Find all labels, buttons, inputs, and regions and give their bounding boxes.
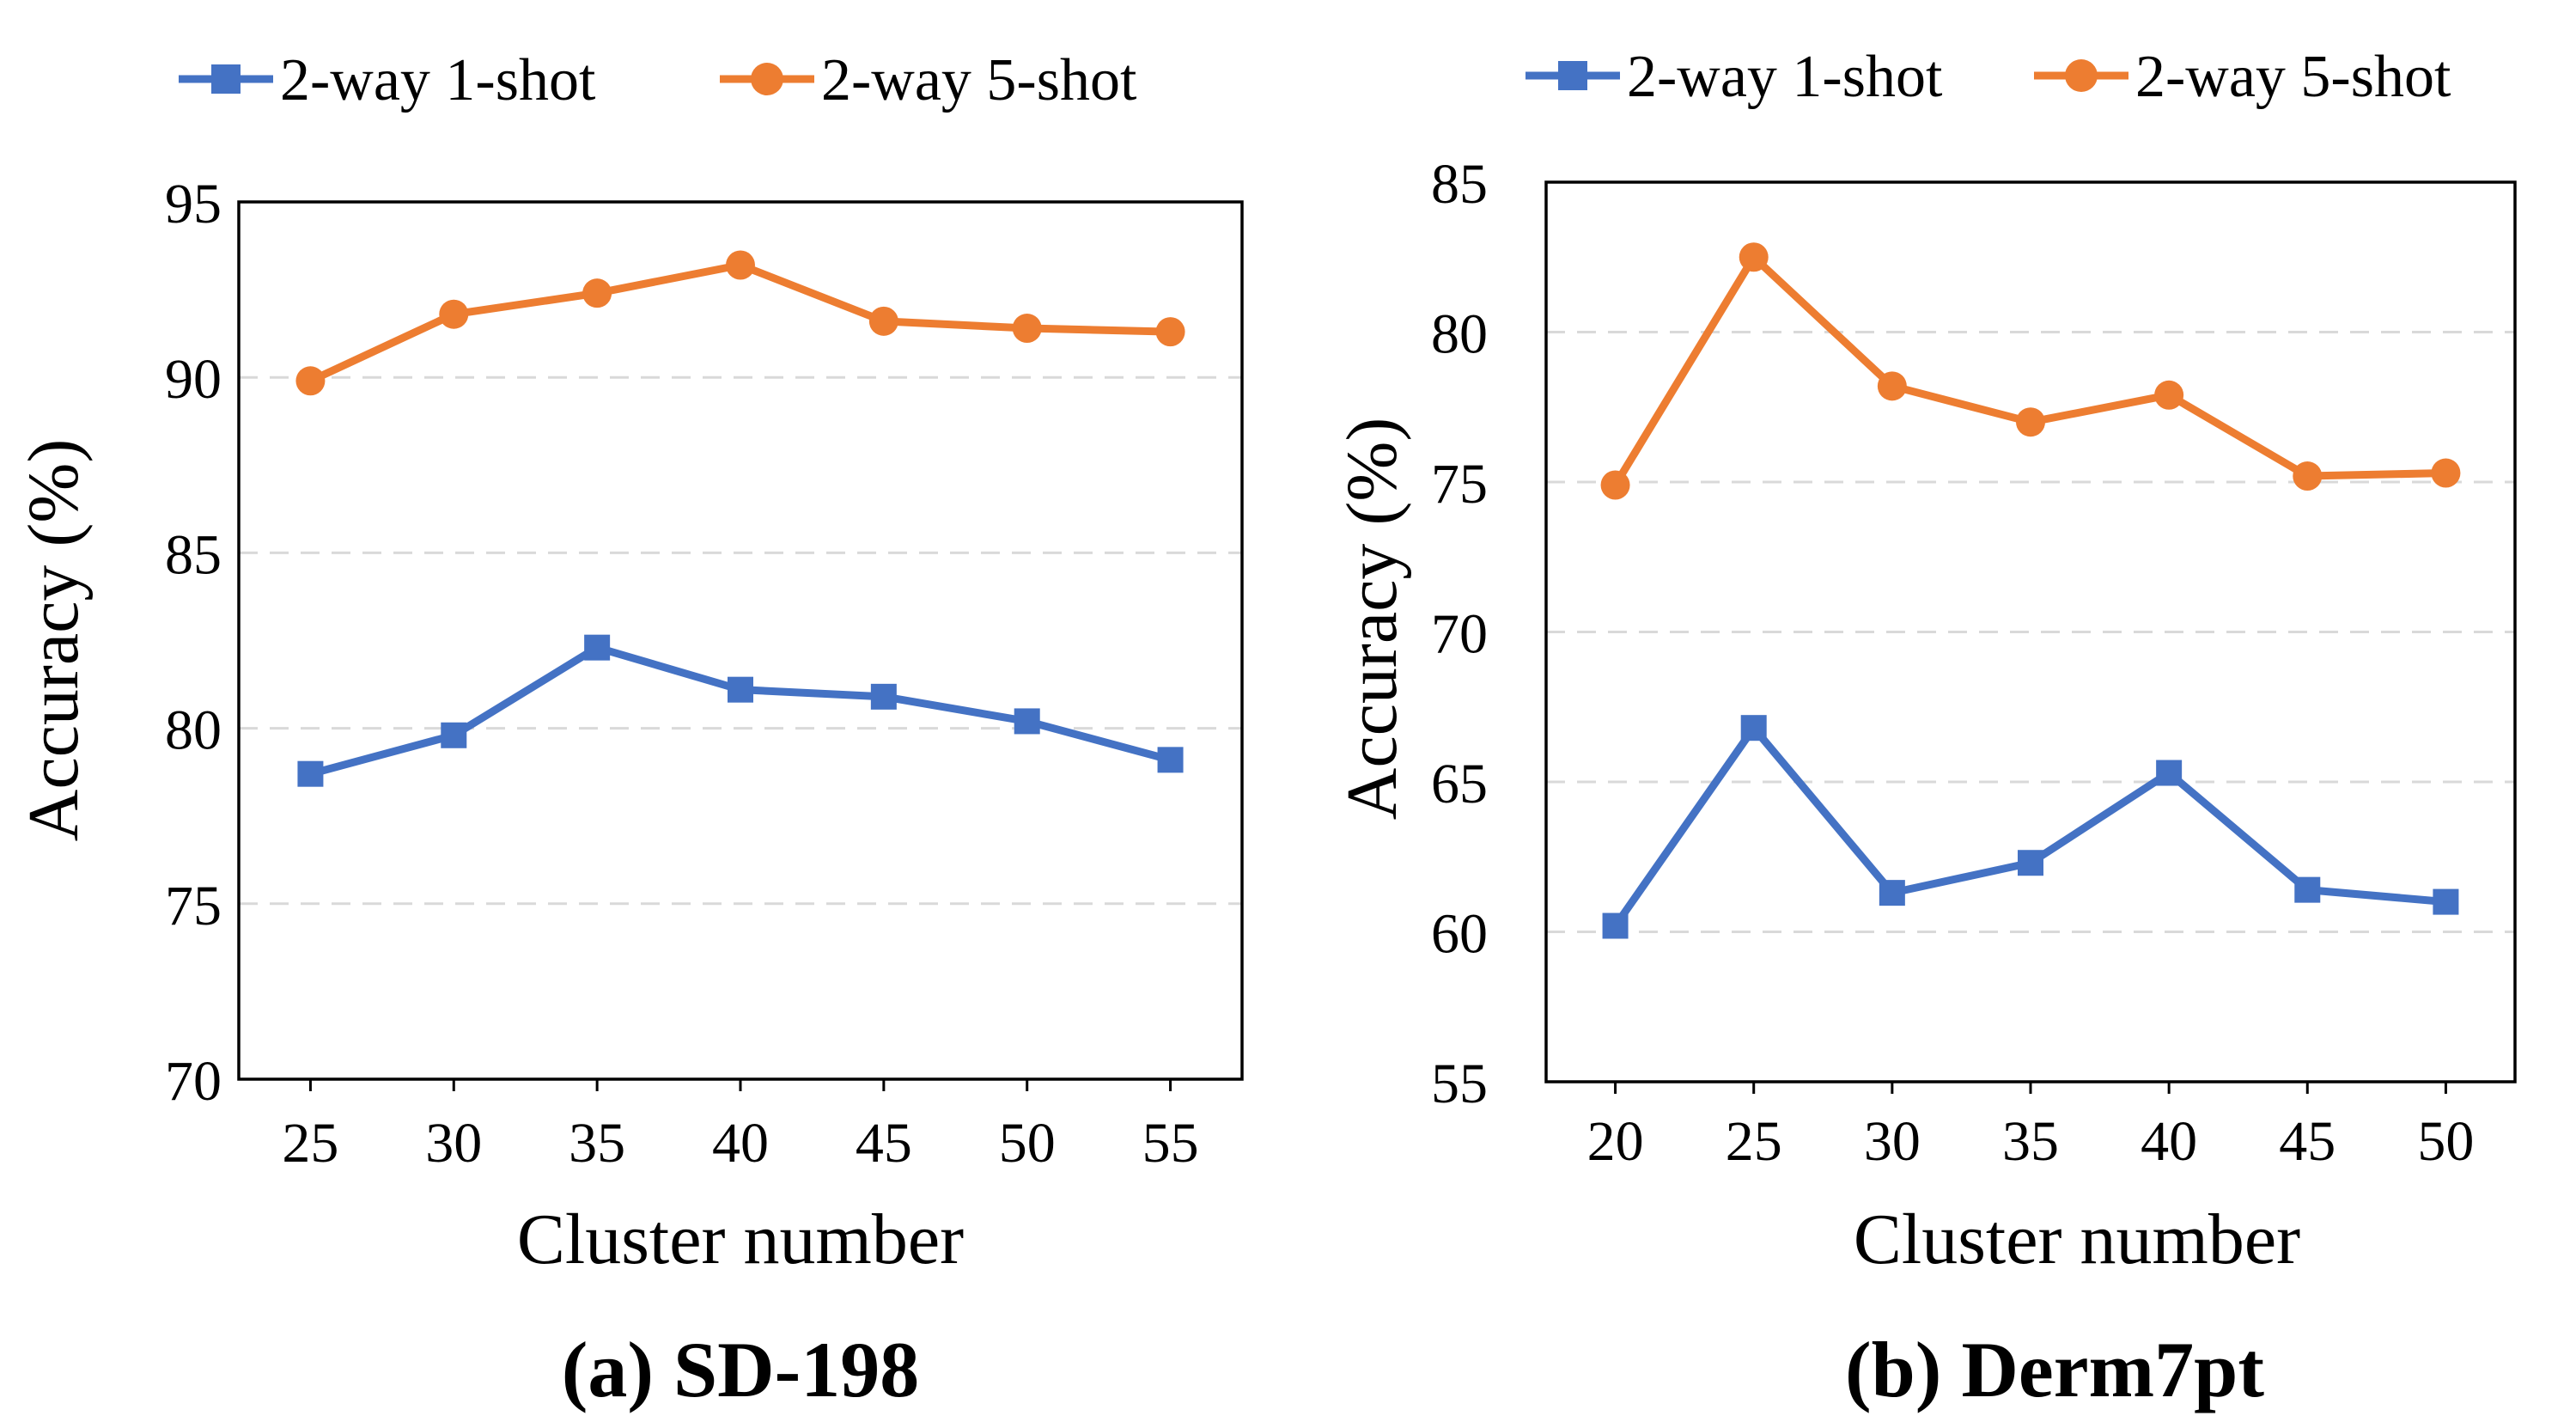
- y-tick-label: 85: [1431, 153, 1488, 216]
- data-point-2-way-5-shot: [2293, 461, 2323, 491]
- y-ticks: 55 60 65 70 75 80 85: [1431, 153, 1488, 1115]
- y-tick-label: 90: [165, 348, 222, 411]
- data-point-2-way-1-shot: [297, 760, 324, 787]
- x-tick-label: 25: [1726, 1110, 1782, 1173]
- data-point-2-way-5-shot: [1600, 470, 1630, 500]
- y-tick-label: 60: [1431, 903, 1488, 966]
- data-point-2-way-1-shot: [2018, 850, 2043, 876]
- legend-marker-1shot: [211, 64, 241, 94]
- legend-label-5shot: 2-way 5-shot: [821, 47, 1137, 113]
- data-point-2-way-5-shot: [2431, 458, 2461, 488]
- x-tick-label: 40: [712, 1112, 769, 1175]
- data-point-2-way-5-shot: [1877, 371, 1907, 401]
- legend-sd-198: 2-way 1-shot 2-way 5-shot: [179, 47, 1137, 113]
- x-axis-label: Cluster number: [517, 1199, 964, 1279]
- data-point-2-way-1-shot: [1014, 708, 1040, 735]
- data-point-2-way-5-shot: [2016, 407, 2045, 437]
- x-tick-label: 45: [856, 1112, 912, 1175]
- x-tick-label: 50: [2417, 1110, 2474, 1173]
- y-tick-label: 70: [1431, 603, 1488, 666]
- legend-label-1shot: 2-way 1-shot: [280, 47, 596, 113]
- x-tick-label: 45: [2279, 1110, 2335, 1173]
- chart-sd-198: 2-way 1-shot 2-way 5-shot 70 75 80 85 90 95 2…: [14, 47, 1244, 1413]
- data-point-2-way-1-shot: [1602, 912, 1629, 939]
- legend-derm7pt: 2-way 1-shot 2-way 5-shot: [1526, 44, 2451, 110]
- x-tick-label: 55: [1142, 1112, 1199, 1175]
- gridlines: [1546, 331, 2515, 933]
- data-point-2-way-1-shot: [2294, 876, 2321, 903]
- caption-a: (a) SD-198: [562, 1326, 920, 1413]
- data-point-2-way-5-shot: [1739, 242, 1769, 272]
- data-point-2-way-1-shot: [441, 722, 467, 748]
- data-point-2-way-1-shot: [728, 676, 753, 703]
- data-point-2-way-1-shot: [870, 683, 897, 710]
- data-point-2-way-1-shot: [2156, 760, 2183, 786]
- x-tick-label: 25: [282, 1112, 338, 1175]
- caption-b: (b) Derm7pt: [1845, 1326, 2264, 1413]
- y-tick-label: 80: [165, 699, 222, 762]
- x-tick-label: 40: [2141, 1110, 2197, 1173]
- data-point-2-way-1-shot: [584, 634, 611, 661]
- data-point-2-way-5-shot: [582, 278, 612, 308]
- x-tick-label: 50: [999, 1112, 1056, 1175]
- data-point-2-way-5-shot: [2154, 380, 2184, 410]
- y-ticks: 70 75 80 85 90 95: [165, 173, 222, 1113]
- data-point-2-way-1-shot: [1740, 715, 1767, 742]
- data-point-2-way-5-shot: [439, 299, 469, 329]
- y-tick-label: 95: [165, 173, 222, 235]
- x-ticks: 25 30 35 40 45 50 55: [282, 1079, 1199, 1175]
- y-tick-label: 75: [1431, 453, 1488, 516]
- x-tick-label: 30: [425, 1112, 482, 1175]
- data-point-2-way-5-shot: [868, 306, 898, 336]
- x-tick-label: 30: [1864, 1110, 1921, 1173]
- chart-derm7pt: 2-way 1-shot 2-way 5-shot 55 60 65 70 75 80 85…: [1332, 44, 2517, 1413]
- legend-marker-5shot: [2065, 59, 2098, 92]
- data-point-2-way-5-shot: [1155, 317, 1185, 347]
- data-point-2-way-5-shot: [726, 250, 755, 280]
- y-axis-label: Accuracy (%): [14, 439, 94, 842]
- y-tick-label: 80: [1431, 303, 1488, 366]
- data-point-2-way-5-shot: [295, 366, 326, 396]
- x-ticks: 20 25 30 35 40 45 50: [1587, 1082, 2474, 1173]
- x-axis-label: Cluster number: [1854, 1199, 2300, 1279]
- data-point-2-way-5-shot: [1012, 314, 1042, 344]
- legend-label-5shot: 2-way 5-shot: [2135, 44, 2451, 110]
- y-tick-label: 85: [165, 523, 222, 586]
- legend-marker-5shot: [751, 63, 783, 95]
- y-axis-label: Accuracy (%): [1332, 418, 1412, 821]
- x-tick-label: 35: [569, 1112, 625, 1175]
- data-point-2-way-1-shot: [1157, 747, 1184, 773]
- data-point-2-way-1-shot: [2433, 888, 2459, 915]
- y-tick-label: 70: [165, 1050, 222, 1113]
- y-tick-label: 65: [1431, 753, 1488, 815]
- y-tick-label: 75: [165, 875, 222, 937]
- legend-marker-1shot: [1558, 61, 1587, 90]
- legend-label-1shot: 2-way 1-shot: [1627, 44, 1943, 110]
- x-tick-label: 35: [2002, 1110, 2059, 1173]
- series-lines: [295, 250, 1185, 787]
- series-lines: [1600, 242, 2461, 939]
- data-point-2-way-1-shot: [1879, 880, 1905, 906]
- gridlines: [239, 375, 1242, 906]
- y-tick-label: 55: [1431, 1053, 1488, 1115]
- x-tick-label: 20: [1587, 1110, 1644, 1173]
